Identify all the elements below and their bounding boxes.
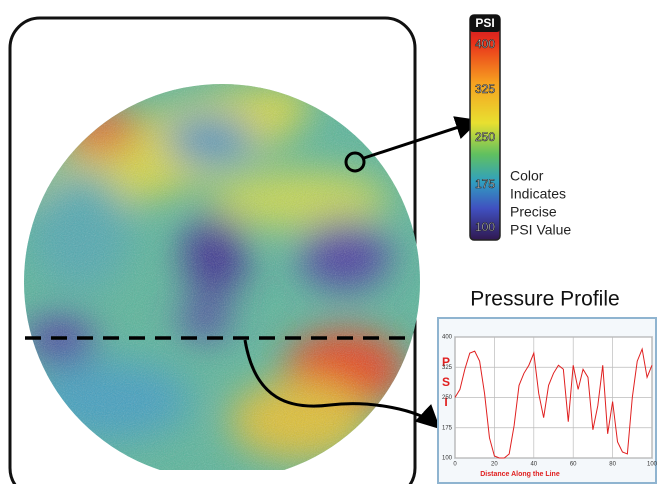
y-tick-label: 100 — [442, 456, 453, 462]
x-tick-label: 0 — [453, 462, 457, 468]
y-axis-label-text: PSI — [439, 355, 453, 415]
x-tick-label: 20 — [491, 462, 498, 468]
x-tick-label: 80 — [609, 462, 616, 468]
colorbar-labels: 400 325 250 175 100 — [475, 37, 496, 235]
sample-point — [344, 151, 366, 173]
x-axis-label: Distance Along the Line — [480, 471, 560, 478]
colorbar-label: 100 — [475, 220, 495, 234]
caption-line: Indicates — [510, 186, 566, 202]
colorbar-caption: Color Indicates Precise PSI Value — [510, 168, 571, 238]
y-tick-label: 325 — [442, 365, 453, 371]
x-tick-label: 100 — [647, 462, 657, 468]
caption-line: PSI Value — [510, 222, 571, 238]
colorbar-label: 400 — [475, 37, 495, 51]
colorbar-title: PSI — [475, 16, 494, 30]
colorbar-label: 250 — [475, 130, 495, 144]
pressure-map — [24, 84, 420, 470]
colorbar-label: 175 — [475, 177, 495, 191]
x-tick-label: 40 — [530, 462, 537, 468]
caption-line: Precise — [510, 204, 557, 220]
y-tick-label: 400 — [442, 335, 453, 341]
caption-line: Color — [510, 168, 544, 184]
data-line — [454, 347, 653, 459]
y-axis-label: PSI — [439, 355, 453, 415]
colorbar-header — [470, 15, 500, 32]
y-tick-label: 175 — [442, 425, 453, 431]
arrow — [363, 116, 480, 160]
chart-title: Pressure Profile — [470, 288, 619, 311]
colorbar-label: 325 — [475, 82, 495, 96]
x-tick-label: 60 — [570, 462, 577, 468]
connector — [243, 339, 441, 430]
y-tick-label: 250 — [442, 395, 453, 401]
